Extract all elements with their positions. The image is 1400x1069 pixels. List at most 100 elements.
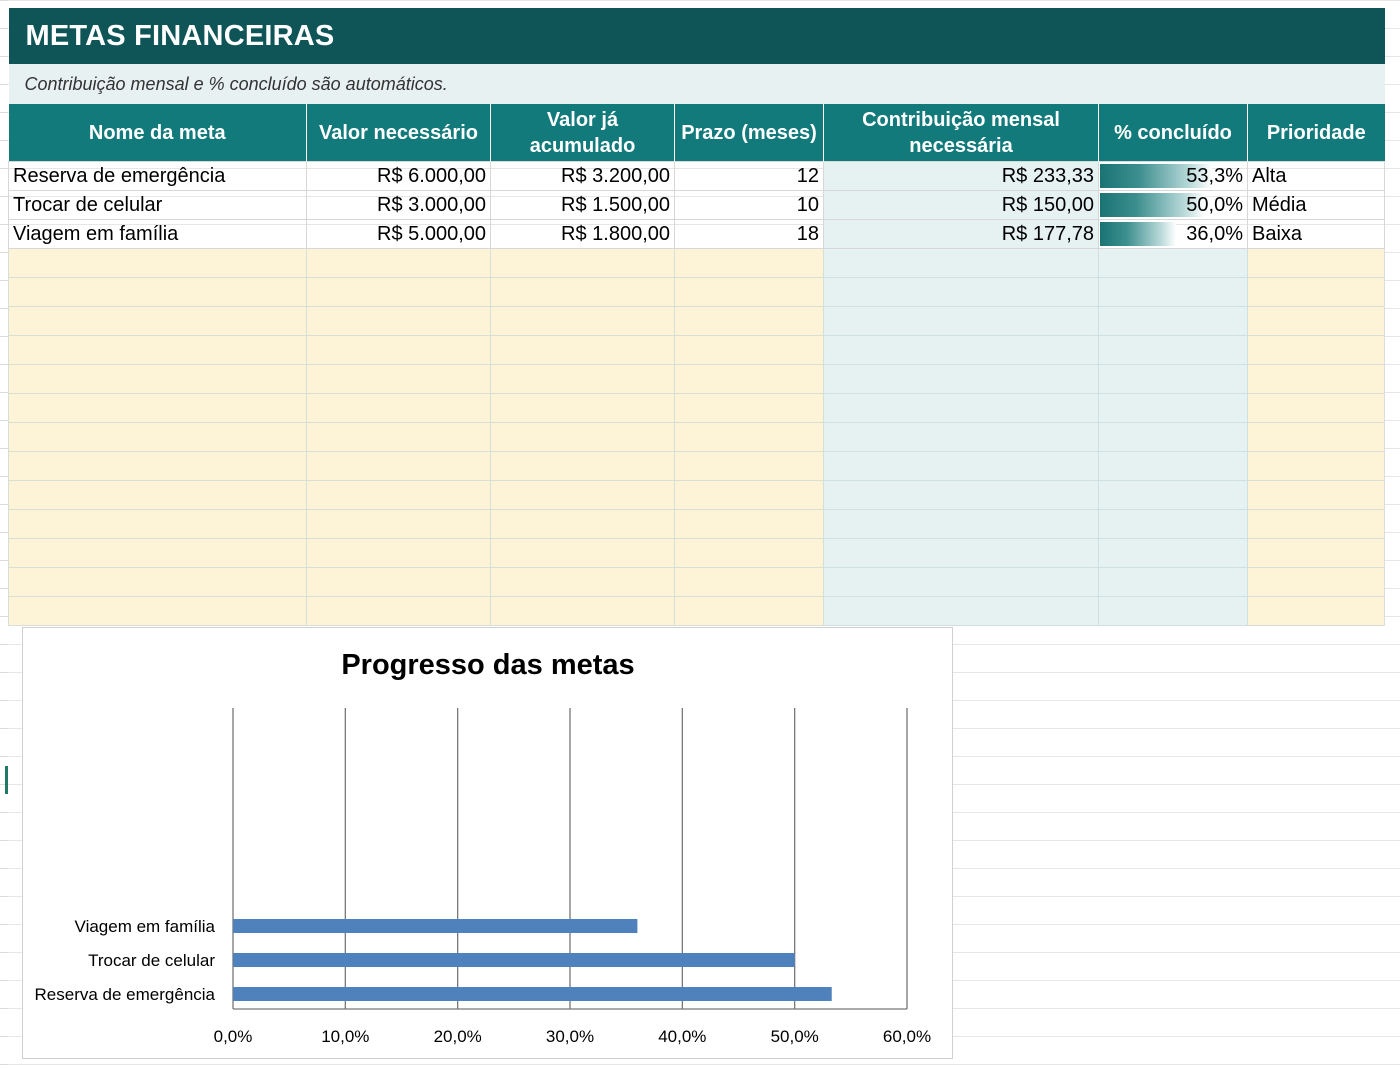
empty-cell[interactable] <box>823 509 1099 539</box>
empty-cell[interactable] <box>823 364 1099 394</box>
empty-cell[interactable] <box>8 480 307 510</box>
empty-cell[interactable] <box>490 422 675 452</box>
empty-cell[interactable] <box>823 335 1099 365</box>
empty-cell[interactable] <box>8 364 307 394</box>
empty-cell[interactable] <box>1098 277 1248 307</box>
empty-cell[interactable] <box>490 509 675 539</box>
empty-cell[interactable] <box>8 538 307 568</box>
empty-cell[interactable] <box>306 306 491 336</box>
empty-cell[interactable] <box>306 480 491 510</box>
empty-cell[interactable] <box>8 567 307 597</box>
empty-cell[interactable] <box>823 277 1099 307</box>
empty-cell[interactable] <box>674 248 824 278</box>
cell-percent-complete[interactable]: 53,3% <box>1098 161 1248 191</box>
empty-cell[interactable] <box>674 364 824 394</box>
empty-cell[interactable] <box>1098 596 1248 626</box>
empty-cell[interactable] <box>823 393 1099 423</box>
empty-cell[interactable] <box>823 596 1099 626</box>
empty-cell[interactable] <box>306 335 491 365</box>
cell-goal-name[interactable]: Trocar de celular <box>8 190 307 220</box>
cell-amount-accumulated[interactable]: R$ 3.200,00 <box>490 161 675 191</box>
empty-cell[interactable] <box>823 567 1099 597</box>
empty-cell[interactable] <box>490 567 675 597</box>
cell-amount-needed[interactable]: R$ 6.000,00 <box>306 161 491 191</box>
empty-cell[interactable] <box>1246 248 1386 278</box>
empty-cell[interactable] <box>490 480 675 510</box>
empty-cell[interactable] <box>490 538 675 568</box>
empty-cell[interactable] <box>674 451 824 481</box>
empty-cell[interactable] <box>1246 596 1386 626</box>
empty-cell[interactable] <box>674 393 824 423</box>
empty-cell[interactable] <box>306 277 491 307</box>
empty-cell[interactable] <box>306 567 491 597</box>
cell-percent-complete[interactable]: 36,0% <box>1098 219 1248 249</box>
empty-cell[interactable] <box>674 422 824 452</box>
cell-monthly-contribution[interactable]: R$ 233,33 <box>823 161 1099 191</box>
cell-priority[interactable]: Média <box>1246 190 1386 220</box>
cell-goal-name[interactable]: Reserva de emergência <box>8 161 307 191</box>
cell-monthly-contribution[interactable]: R$ 150,00 <box>823 190 1099 220</box>
empty-cell[interactable] <box>8 451 307 481</box>
empty-cell[interactable] <box>674 596 824 626</box>
empty-cell[interactable] <box>306 596 491 626</box>
header-percent-complete[interactable]: % concluído <box>1098 104 1248 162</box>
empty-cell[interactable] <box>1098 393 1248 423</box>
empty-cell[interactable] <box>1098 306 1248 336</box>
progress-chart[interactable]: Progresso das metas 0,0% 10,0% 20,0% 30,0% 40… <box>22 627 953 1059</box>
empty-cell[interactable] <box>490 364 675 394</box>
empty-cell[interactable] <box>1246 306 1386 336</box>
empty-cell[interactable] <box>8 335 307 365</box>
header-amount-needed[interactable]: Valor necessário <box>306 104 491 162</box>
empty-cell[interactable] <box>823 451 1099 481</box>
empty-cell[interactable] <box>1246 567 1386 597</box>
empty-cell[interactable] <box>823 422 1099 452</box>
empty-cell[interactable] <box>306 509 491 539</box>
cell-monthly-contribution[interactable]: R$ 177,78 <box>823 219 1099 249</box>
empty-cell[interactable] <box>306 393 491 423</box>
empty-cell[interactable] <box>8 509 307 539</box>
header-priority[interactable]: Prioridade <box>1247 104 1385 162</box>
empty-cell[interactable] <box>306 364 491 394</box>
empty-cell[interactable] <box>1246 451 1386 481</box>
empty-cell[interactable] <box>1098 567 1248 597</box>
empty-cell[interactable] <box>823 306 1099 336</box>
empty-cell[interactable] <box>490 277 675 307</box>
empty-cell[interactable] <box>1098 509 1248 539</box>
empty-cell[interactable] <box>8 306 307 336</box>
empty-cell[interactable] <box>823 538 1099 568</box>
empty-cell[interactable] <box>8 422 307 452</box>
empty-cell[interactable] <box>823 248 1099 278</box>
empty-cell[interactable] <box>823 480 1099 510</box>
cell-amount-accumulated[interactable]: R$ 1.800,00 <box>490 219 675 249</box>
empty-cell[interactable] <box>674 509 824 539</box>
empty-cell[interactable] <box>674 567 824 597</box>
cell-amount-accumulated[interactable]: R$ 1.500,00 <box>490 190 675 220</box>
header-monthly-contribution[interactable]: Contribuição mensal necessária <box>823 104 1099 162</box>
empty-cell[interactable] <box>490 248 675 278</box>
empty-cell[interactable] <box>306 248 491 278</box>
empty-cell[interactable] <box>1246 538 1386 568</box>
empty-cell[interactable] <box>674 538 824 568</box>
empty-cell[interactable] <box>674 306 824 336</box>
cell-priority[interactable]: Baixa <box>1246 219 1386 249</box>
empty-cell[interactable] <box>1098 451 1248 481</box>
empty-cell[interactable] <box>490 393 675 423</box>
empty-cell[interactable] <box>306 538 491 568</box>
empty-cell[interactable] <box>1246 393 1386 423</box>
cell-goal-name[interactable]: Viagem em família <box>8 219 307 249</box>
empty-cell[interactable] <box>1098 248 1248 278</box>
empty-cell[interactable] <box>490 596 675 626</box>
cell-deadline-months[interactable]: 12 <box>674 161 824 191</box>
empty-cell[interactable] <box>490 335 675 365</box>
sheet-subtitle[interactable]: Contribuição mensal e % concluído são au… <box>8 64 1385 104</box>
empty-cell[interactable] <box>8 393 307 423</box>
header-deadline-months[interactable]: Prazo (meses) <box>674 104 824 162</box>
header-amount-accumulated[interactable]: Valor já acumulado <box>490 104 675 162</box>
cell-amount-needed[interactable]: R$ 5.000,00 <box>306 219 491 249</box>
empty-cell[interactable] <box>1098 480 1248 510</box>
empty-cell[interactable] <box>674 480 824 510</box>
empty-cell[interactable] <box>490 306 675 336</box>
cell-percent-complete[interactable]: 50,0% <box>1098 190 1248 220</box>
empty-cell[interactable] <box>1246 480 1386 510</box>
empty-cell[interactable] <box>1246 422 1386 452</box>
